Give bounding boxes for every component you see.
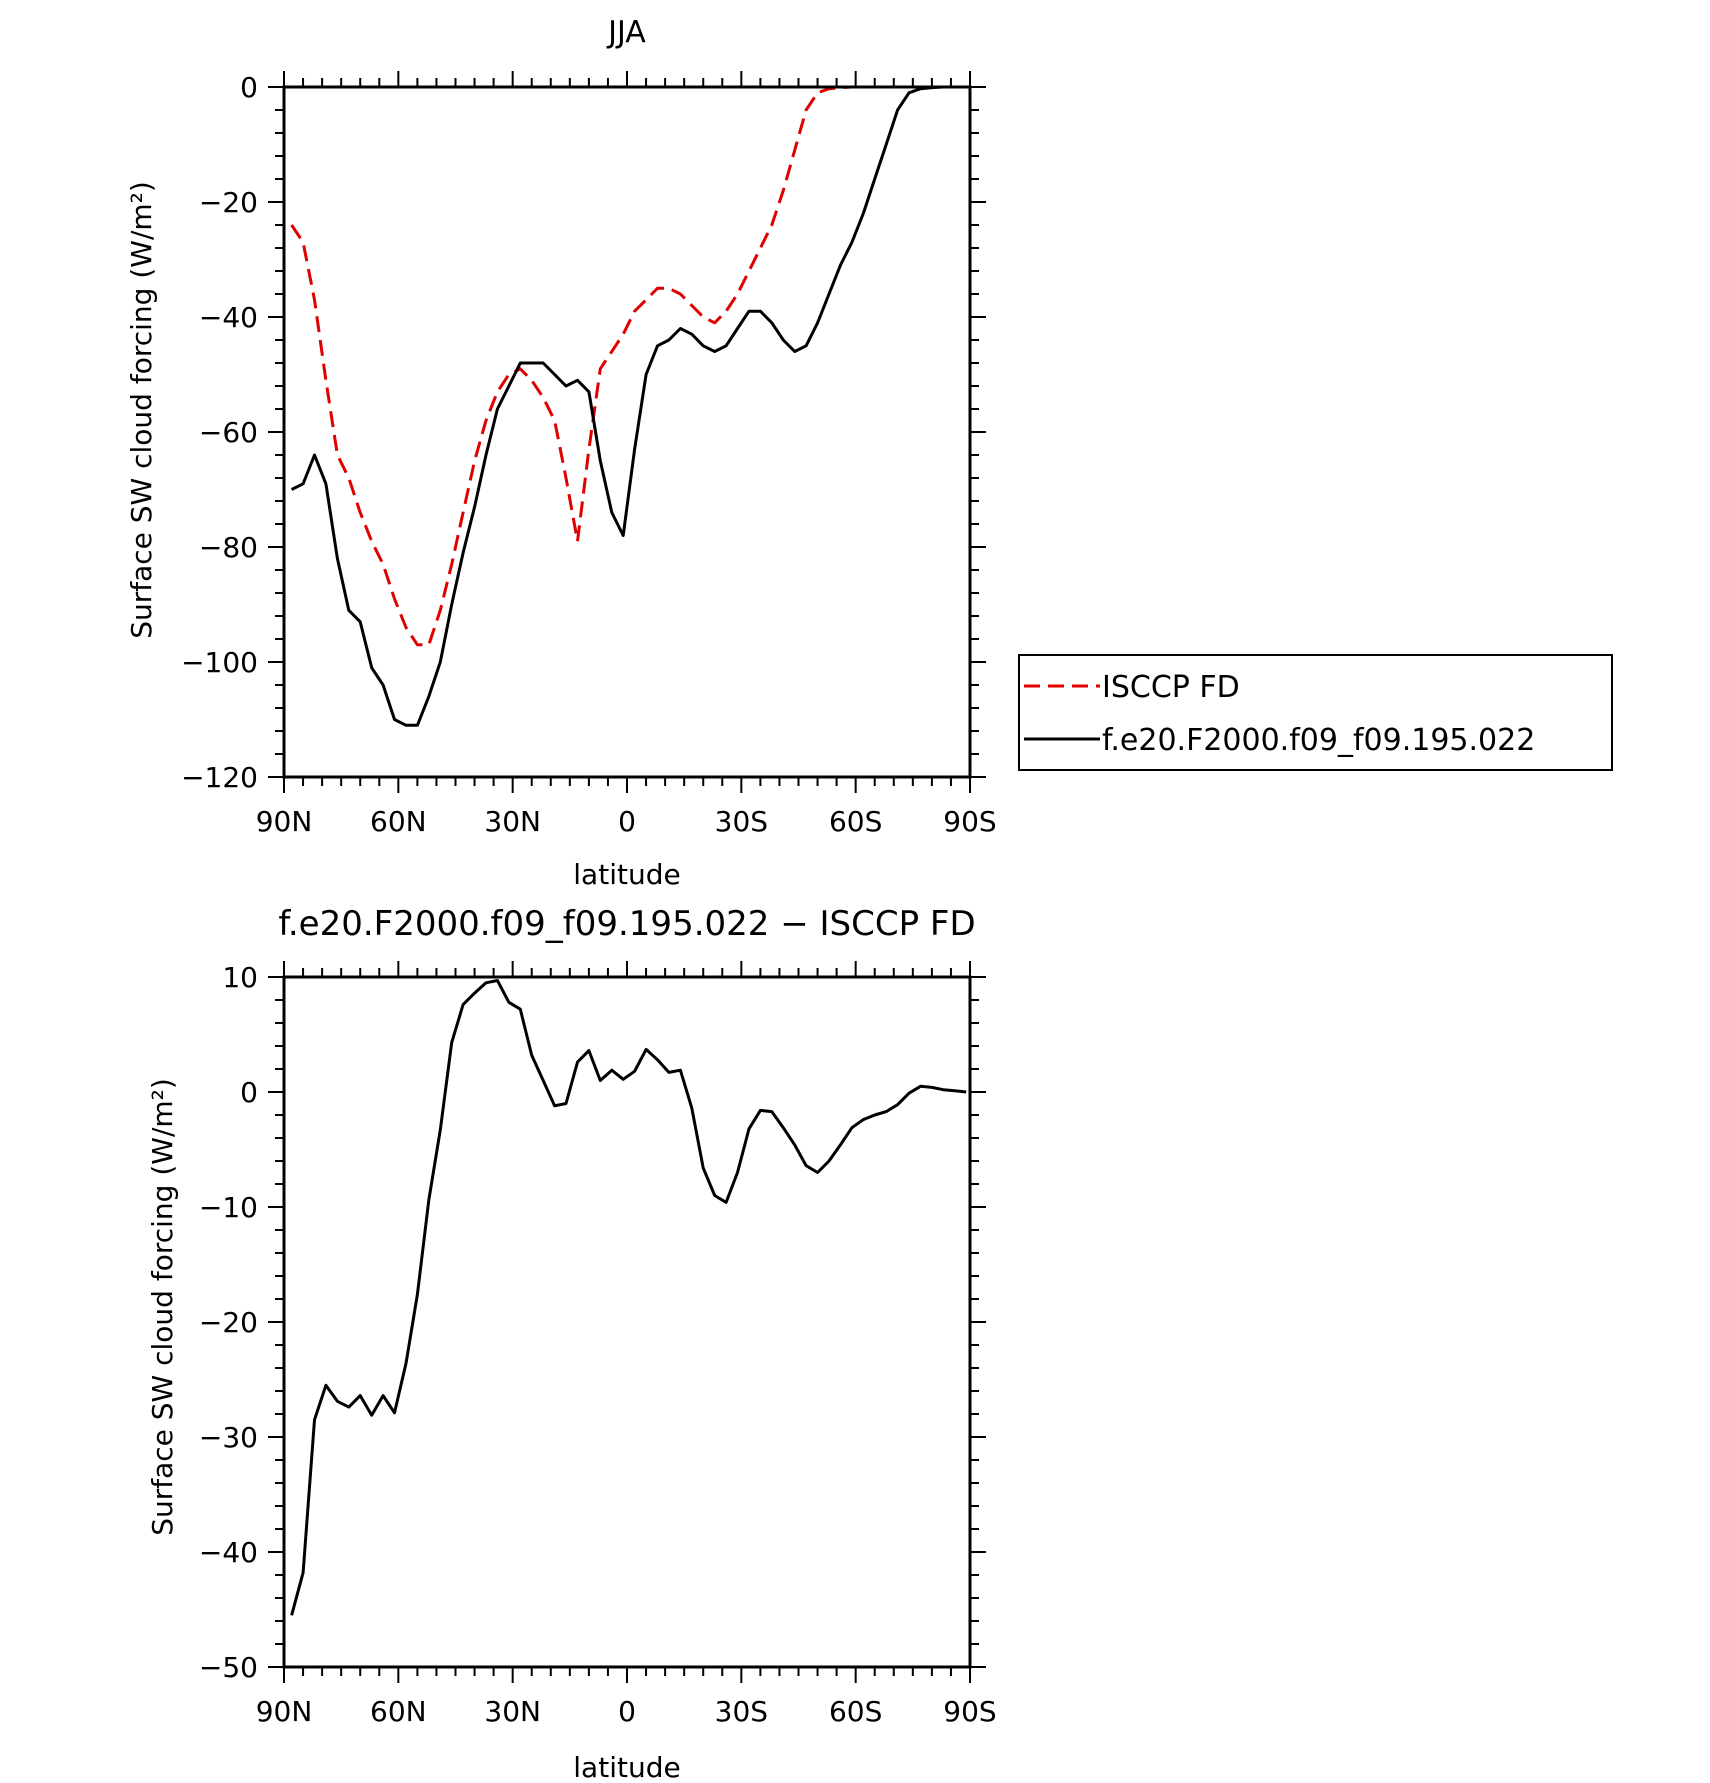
panel-bottom-xlabel: latitude — [573, 1751, 680, 1783]
y-tick-label: −40 — [199, 1536, 258, 1569]
y-tick-label: 0 — [240, 71, 258, 104]
y-tick-label: −100 — [181, 646, 258, 679]
x-tick-label: 90N — [256, 805, 313, 838]
x-tick-label: 90S — [943, 805, 996, 838]
series-line-difference — [290, 979, 967, 1616]
x-tick-label: 0 — [618, 1695, 636, 1728]
y-tick-label: −120 — [181, 761, 258, 794]
x-tick-label: 60S — [829, 805, 882, 838]
series-line-isccp-fd — [290, 85, 967, 647]
panel-top-plot-frame — [282, 85, 972, 779]
panel-top-title: JJA — [606, 15, 646, 50]
x-tick-label: 60N — [370, 1695, 427, 1728]
x-tick-label: 90S — [943, 1695, 996, 1728]
panel-top-xlabel: latitude — [573, 858, 680, 891]
x-tick-label: 30N — [484, 1695, 541, 1728]
x-tick-label: 90N — [256, 1695, 313, 1728]
legend: ISCCP FD f.e20.F2000.f09_f09.195.022 — [1018, 654, 1613, 771]
y-tick-label: −20 — [199, 186, 258, 219]
x-tick-label: 30N — [484, 805, 541, 838]
panel-bottom-series — [290, 979, 967, 1616]
panel-top: JJA latitude Surface SW cloud forcing (W… — [125, 15, 997, 891]
y-tick-label: −60 — [199, 416, 258, 449]
y-tick-label: −10 — [199, 1191, 258, 1224]
legend-label-isccp: ISCCP FD — [1102, 670, 1240, 705]
x-tick-label: 30S — [715, 1695, 768, 1728]
y-tick-label: 10 — [222, 961, 258, 994]
panel-top-y-ticks: 0 −20 −40 −60 −80 −100 −120 — [181, 71, 986, 794]
y-tick-label: −50 — [199, 1651, 258, 1684]
legend-label-model: f.e20.F2000.f09_f09.195.022 — [1102, 723, 1535, 758]
x-tick-label: 60N — [370, 805, 427, 838]
x-tick-label: 30S — [715, 805, 768, 838]
panel-top-ylabel: Surface SW cloud forcing (W/m²) — [125, 181, 158, 639]
x-tick-label: 60S — [829, 1695, 882, 1728]
panel-top-x-ticks: 90N 60N 30N 0 30S 60S 90S — [256, 71, 997, 838]
y-tick-label: −80 — [199, 531, 258, 564]
x-tick-label: 0 — [618, 805, 636, 838]
panel-bottom-title: f.e20.F2000.f09_f09.195.022 − ISCCP FD — [278, 904, 975, 944]
panel-bottom-y-ticks: 10 0 −10 −20 −30 −40 −50 — [199, 961, 986, 1684]
y-tick-label: −30 — [199, 1421, 258, 1454]
series-line-f-e20-f2000-f09-f09-195-022 — [290, 85, 967, 727]
panel-top-series — [290, 85, 967, 727]
panel-bottom-plot-frame — [282, 975, 972, 1669]
y-tick-label: −20 — [199, 1306, 258, 1339]
legend-box — [1018, 654, 1613, 771]
panel-bottom-ylabel: Surface SW cloud forcing (W/m²) — [146, 1078, 179, 1536]
y-tick-label: 0 — [240, 1076, 258, 1109]
y-tick-label: −40 — [199, 301, 258, 334]
panel-bottom: f.e20.F2000.f09_f09.195.022 − ISCCP FD l… — [146, 904, 997, 1783]
